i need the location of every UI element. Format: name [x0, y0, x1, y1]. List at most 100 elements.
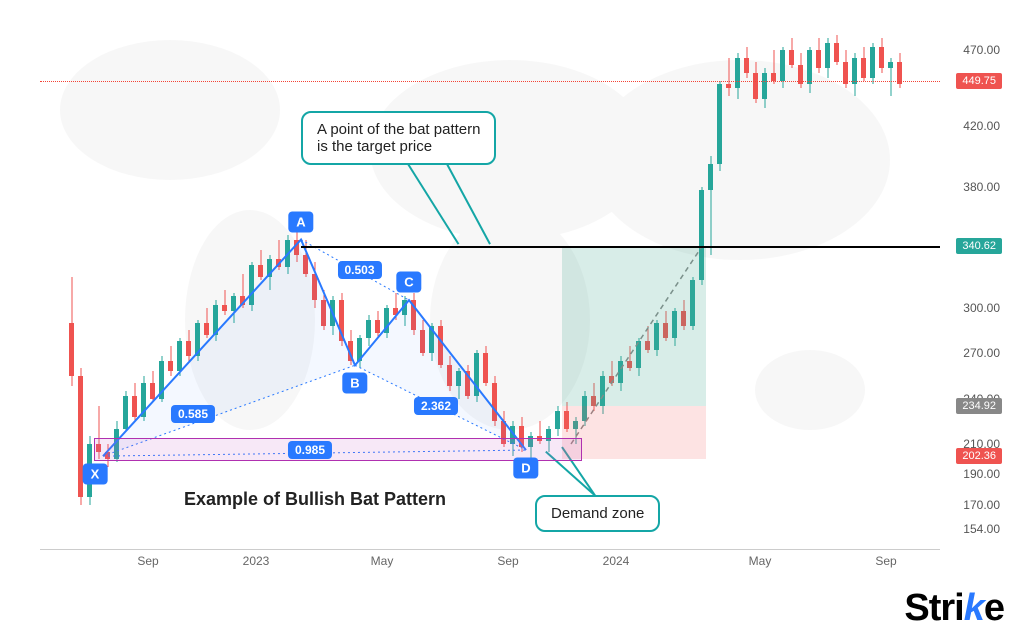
candle — [348, 20, 353, 550]
candle — [294, 20, 299, 550]
candle — [816, 20, 821, 550]
candle — [762, 20, 767, 550]
candle — [114, 20, 119, 550]
candle — [771, 20, 776, 550]
y-tick: 380.00 — [963, 180, 1000, 194]
y-tick: 470.00 — [963, 43, 1000, 57]
candle — [267, 20, 272, 550]
candle — [456, 20, 461, 550]
loss-zone — [562, 406, 706, 459]
candle — [213, 20, 218, 550]
demand-zone — [94, 438, 582, 461]
candle — [69, 20, 74, 550]
candle — [366, 20, 371, 550]
candle — [546, 20, 551, 550]
y-tick: 154.00 — [963, 522, 1000, 536]
target-callout: A point of the bat patternis the target … — [301, 111, 496, 165]
candle — [384, 20, 389, 550]
x-tick: 2023 — [243, 554, 270, 568]
candle — [780, 20, 785, 550]
candle — [465, 20, 470, 550]
candle — [807, 20, 812, 550]
candle — [888, 20, 893, 550]
candle — [861, 20, 866, 550]
candle — [798, 20, 803, 550]
candle — [159, 20, 164, 550]
pattern-point-D: D — [513, 458, 538, 479]
candle — [753, 20, 758, 550]
candle — [852, 20, 857, 550]
chart-title: Example of Bullish Bat Pattern — [184, 489, 446, 510]
candle — [555, 20, 560, 550]
target-line — [301, 246, 940, 248]
pattern-point-A: A — [288, 211, 313, 232]
candle — [231, 20, 236, 550]
x-baseline — [40, 549, 940, 550]
pattern-point-B: B — [342, 373, 367, 394]
strike-logo: Strike — [904, 587, 1004, 630]
candle — [834, 20, 839, 550]
candle — [870, 20, 875, 550]
price-marker: 202.36 — [956, 448, 1002, 464]
candle — [474, 20, 479, 550]
y-tick: 270.00 — [963, 346, 1000, 360]
plot-area: X A B C D 0.585 0.503 2.362 0.985 A point of the … — [40, 20, 940, 550]
candle — [357, 20, 362, 550]
ratio-label: 0.985 — [288, 441, 332, 459]
candle — [141, 20, 146, 550]
logo-k: k — [964, 587, 984, 629]
candle — [492, 20, 497, 550]
y-tick: 420.00 — [963, 119, 1000, 133]
candle — [717, 20, 722, 550]
candle — [339, 20, 344, 550]
pattern-point-C: C — [396, 272, 421, 293]
x-tick: Sep — [875, 554, 896, 568]
candle — [321, 20, 326, 550]
ratio-label: 0.585 — [171, 405, 215, 423]
x-tick: May — [371, 554, 394, 568]
x-axis: Sep2023MaySep2024MaySep — [40, 554, 940, 578]
x-tick: Sep — [137, 554, 158, 568]
candle — [735, 20, 740, 550]
candle — [726, 20, 731, 550]
candle — [708, 20, 713, 550]
price-marker: 340.62 — [956, 238, 1002, 254]
x-tick: Sep — [497, 554, 518, 568]
y-tick: 190.00 — [963, 467, 1000, 481]
candle — [123, 20, 128, 550]
price-marker: 449.75 — [956, 73, 1002, 89]
candle — [276, 20, 281, 550]
last-price-line — [40, 81, 940, 82]
y-axis: 154.00170.00190.00210.00240.00270.00300.… — [945, 20, 1000, 550]
demand-callout: Demand zone — [535, 495, 660, 532]
candle — [222, 20, 227, 550]
logo-e: e — [984, 587, 1004, 629]
candle — [312, 20, 317, 550]
candle — [177, 20, 182, 550]
ratio-label: 0.503 — [337, 261, 381, 279]
ratio-label: 2.362 — [414, 397, 458, 415]
candle — [330, 20, 335, 550]
x-tick: May — [749, 554, 772, 568]
candle — [204, 20, 209, 550]
candle — [483, 20, 488, 550]
candle — [501, 20, 506, 550]
candle — [789, 20, 794, 550]
candle — [150, 20, 155, 550]
candle — [258, 20, 263, 550]
candle — [303, 20, 308, 550]
candle — [897, 20, 902, 550]
candle — [429, 20, 434, 550]
candle — [249, 20, 254, 550]
candle — [744, 20, 749, 550]
candle — [447, 20, 452, 550]
candle — [879, 20, 884, 550]
pattern-point-X: X — [83, 464, 108, 485]
candle — [285, 20, 290, 550]
candle — [825, 20, 830, 550]
chart-container: X A B C D 0.585 0.503 2.362 0.985 A point of the … — [40, 20, 940, 550]
y-tick: 170.00 — [963, 498, 1000, 512]
candle — [168, 20, 173, 550]
candle — [195, 20, 200, 550]
profit-zone — [562, 246, 706, 406]
